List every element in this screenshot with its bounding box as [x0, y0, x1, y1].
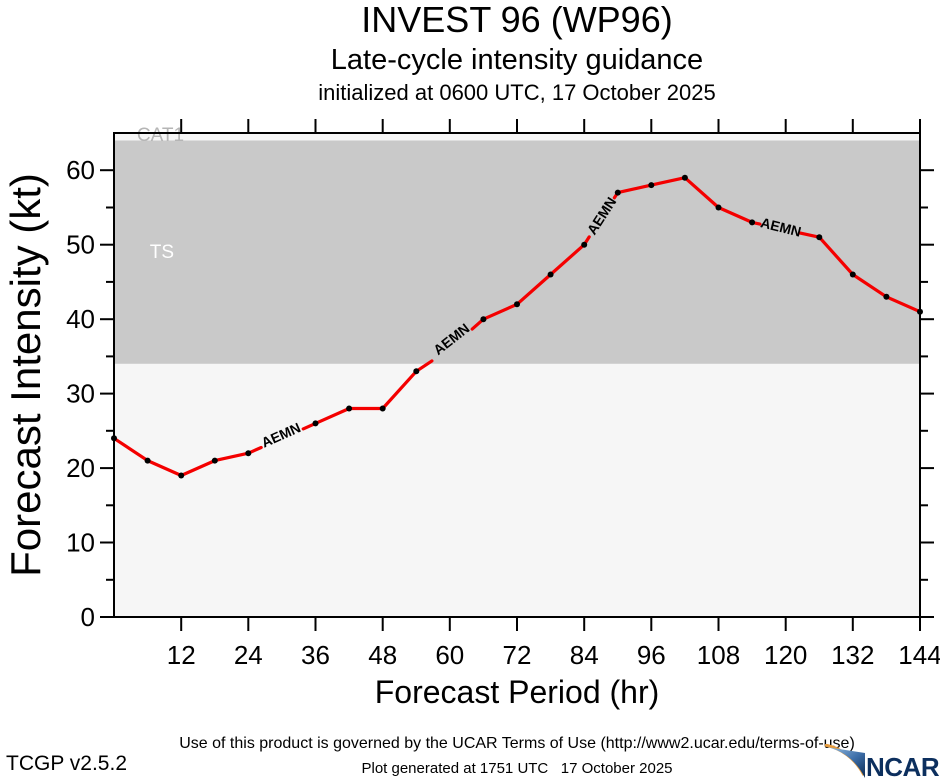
ncar-swoosh-icon	[824, 744, 866, 778]
x-tick-label: 60	[435, 640, 464, 670]
data-point-marker	[547, 271, 554, 278]
x-tick-label: 144	[898, 640, 940, 670]
data-point-marker	[816, 234, 823, 241]
x-tick-label: 96	[637, 640, 666, 670]
data-point-marker	[681, 174, 688, 181]
x-tick-label: 72	[503, 640, 532, 670]
x-axis-title: Forecast Period (hr)	[374, 674, 660, 710]
band-label-CAT1: CAT1	[137, 125, 184, 146]
y-tick-label: 60	[66, 155, 95, 185]
init-time-line: initialized at 0600 UTC, 17 October 2025	[318, 80, 716, 105]
data-point-marker	[312, 420, 319, 427]
x-tick-label: 120	[764, 640, 807, 670]
data-point-marker	[581, 241, 588, 248]
ncar-logo-text: NCAR	[866, 752, 940, 780]
data-point-marker	[480, 316, 487, 323]
x-tick-label: 48	[368, 640, 397, 670]
plot-frame	[113, 132, 921, 618]
y-tick-label: 0	[81, 602, 95, 632]
data-point-marker	[849, 271, 856, 278]
intensity-chart-canvas: TS CAT1 12 24 36 48 60 72 84 96 108 120 132 144 0 10 20 3…	[66, 119, 940, 670]
x-tick-label: 24	[234, 640, 263, 670]
category-band-CAT1	[114, 133, 920, 141]
y-axis-title: Forecast Intensity (kt)	[2, 173, 49, 577]
data-point-marker	[749, 219, 756, 226]
data-point-marker	[614, 189, 621, 196]
aemn-intensity-line	[112, 176, 922, 478]
y-tick-label: 50	[66, 230, 95, 260]
plot-subtitle: Late-cycle intensity guidance	[330, 44, 704, 76]
data-point-marker	[245, 450, 252, 457]
data-point-marker	[715, 204, 722, 211]
x-tick-label: 108	[697, 640, 740, 670]
data-point-marker	[413, 368, 420, 375]
category-band-below-TS	[114, 363, 920, 617]
y-tick-label: 10	[66, 528, 95, 558]
data-point-marker	[648, 182, 655, 189]
data-point-marker	[346, 405, 353, 412]
data-point-marker	[178, 472, 185, 479]
data-point-marker	[144, 457, 151, 464]
x-tick-label: 84	[570, 640, 599, 670]
swoosh-blue-fin	[826, 747, 865, 778]
y-tick-label: 30	[66, 379, 95, 409]
data-point-marker	[379, 405, 386, 412]
data-point-marker	[514, 301, 520, 308]
data-point-marker	[883, 293, 890, 300]
data-point-marker	[917, 308, 923, 315]
x-tick-label: 12	[167, 640, 196, 670]
y-tick-label: 20	[66, 453, 95, 483]
y-tick-label: 40	[66, 304, 95, 334]
generated-timestamp: Plot generated at 1751 UTC 17 October 20…	[361, 760, 673, 777]
category-band-TS	[114, 140, 920, 364]
band-label-TS: TS	[150, 242, 174, 263]
x-tick-label: 132	[831, 640, 874, 670]
data-point-marker	[111, 435, 117, 442]
terms-of-use-text: Use of this product is governed by the U…	[179, 735, 855, 752]
version-label: TCGP v2.5.2	[6, 752, 127, 775]
page-title: INVEST 96 (WP96)	[361, 0, 673, 40]
x-tick-label: 36	[301, 640, 330, 670]
ncar-logo: NCAR	[824, 744, 940, 780]
data-point-marker	[211, 457, 218, 464]
